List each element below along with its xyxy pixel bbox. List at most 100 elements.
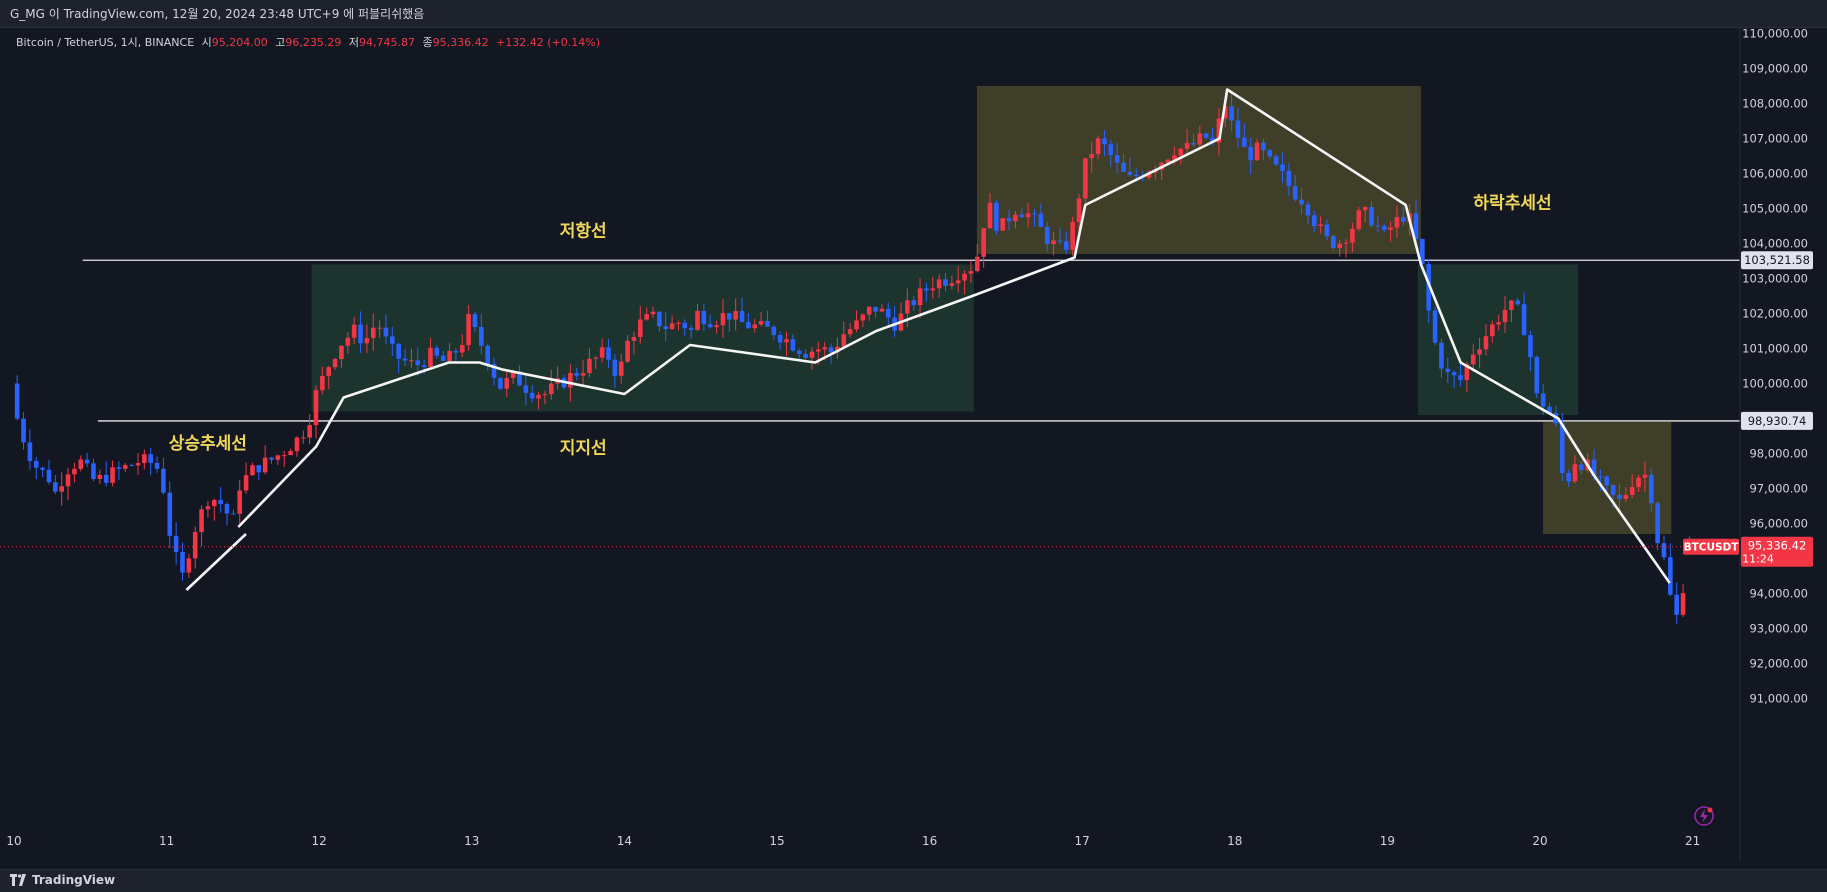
candle[interactable]	[1439, 338, 1444, 379]
candle[interactable]	[936, 274, 942, 298]
candle[interactable]	[1668, 543, 1673, 597]
candle[interactable]	[981, 228, 986, 268]
candle[interactable]	[377, 320, 382, 339]
trendline-0[interactable]	[185, 533, 247, 591]
candle[interactable]	[1203, 132, 1209, 140]
candle[interactable]	[320, 366, 325, 395]
candle[interactable]	[275, 454, 281, 465]
candle[interactable]	[1350, 222, 1355, 253]
candle[interactable]	[504, 371, 510, 397]
candle[interactable]	[1025, 203, 1031, 228]
candle[interactable]	[78, 455, 84, 472]
candle[interactable]	[1229, 93, 1234, 132]
candle[interactable]	[879, 304, 885, 312]
candle[interactable]	[1324, 219, 1330, 241]
candle[interactable]	[415, 347, 421, 376]
candle[interactable]	[580, 359, 586, 385]
candle[interactable]	[46, 459, 52, 485]
candle[interactable]	[1006, 209, 1012, 231]
candle[interactable]	[606, 339, 611, 369]
annotation-1[interactable]: 지지선	[560, 439, 607, 459]
candle[interactable]	[485, 343, 490, 372]
candle[interactable]	[167, 481, 173, 549]
candle[interactable]	[345, 332, 351, 354]
candle[interactable]	[192, 526, 198, 569]
candle[interactable]	[142, 449, 147, 470]
candle[interactable]	[733, 298, 738, 331]
candle[interactable]	[1299, 187, 1304, 215]
candle[interactable]	[1674, 582, 1680, 624]
candle[interactable]	[866, 305, 872, 321]
candle[interactable]	[1362, 205, 1368, 223]
candle[interactable]	[59, 472, 64, 506]
candle[interactable]	[14, 375, 20, 421]
candle[interactable]	[885, 302, 891, 326]
candle[interactable]	[548, 369, 554, 400]
candle[interactable]	[186, 553, 192, 578]
candle[interactable]	[154, 456, 160, 473]
candle[interactable]	[1076, 193, 1082, 236]
candle[interactable]	[1178, 147, 1184, 165]
candle[interactable]	[1629, 474, 1635, 499]
candle[interactable]	[669, 315, 675, 330]
candle[interactable]	[1331, 234, 1336, 251]
candle[interactable]	[1394, 205, 1400, 238]
candle[interactable]	[116, 461, 122, 480]
candle[interactable]	[612, 353, 618, 388]
candle[interactable]	[1191, 133, 1196, 147]
candle[interactable]	[1502, 296, 1508, 333]
candle[interactable]	[994, 200, 999, 236]
candle[interactable]	[784, 331, 789, 357]
candle[interactable]	[873, 306, 878, 319]
candle[interactable]	[1515, 297, 1521, 307]
candle[interactable]	[841, 321, 847, 349]
candle[interactable]	[796, 348, 802, 359]
candle[interactable]	[409, 348, 414, 368]
candle[interactable]	[1617, 484, 1622, 513]
candle[interactable]	[1426, 258, 1432, 324]
candle[interactable]	[847, 323, 853, 338]
candle[interactable]	[281, 450, 287, 468]
candle[interactable]	[1528, 330, 1533, 372]
candle[interactable]	[987, 193, 993, 229]
candle[interactable]	[854, 310, 859, 333]
candle[interactable]	[1273, 154, 1279, 167]
candle[interactable]	[1648, 468, 1654, 512]
candle[interactable]	[269, 456, 274, 464]
candle[interactable]	[777, 331, 783, 350]
candle[interactable]	[129, 463, 134, 467]
zone-yellow-1[interactable]	[976, 86, 1421, 254]
candle[interactable]	[161, 457, 166, 495]
trendline-1[interactable]	[237, 88, 1671, 584]
zone-green-2[interactable]	[1417, 264, 1579, 416]
candle[interactable]	[1413, 199, 1419, 242]
candle[interactable]	[110, 460, 115, 487]
candle[interactable]	[1057, 227, 1063, 245]
candle[interactable]	[383, 314, 389, 345]
candle[interactable]	[1470, 344, 1476, 373]
candle[interactable]	[84, 452, 90, 467]
candle[interactable]	[1420, 238, 1425, 270]
candle[interactable]	[637, 305, 643, 344]
candle[interactable]	[1305, 201, 1311, 225]
candle[interactable]	[1051, 231, 1056, 256]
candle[interactable]	[587, 348, 592, 378]
candle[interactable]	[1127, 157, 1133, 177]
candle[interactable]	[1661, 535, 1667, 560]
candle[interactable]	[173, 522, 179, 565]
candle[interactable]	[618, 353, 624, 384]
candle[interactable]	[91, 458, 96, 482]
candle[interactable]	[479, 313, 484, 355]
candle[interactable]	[974, 244, 980, 273]
candle[interactable]	[758, 312, 764, 327]
candle[interactable]	[459, 334, 465, 358]
annotation-3[interactable]: 하락추세선	[1473, 194, 1551, 214]
candle[interactable]	[326, 366, 332, 389]
candle[interactable]	[1318, 216, 1323, 234]
candle[interactable]	[148, 447, 154, 476]
candle[interactable]	[1121, 153, 1126, 173]
candle[interactable]	[122, 463, 128, 473]
candle[interactable]	[1496, 314, 1501, 331]
candle[interactable]	[27, 429, 33, 470]
candle[interactable]	[707, 315, 713, 329]
